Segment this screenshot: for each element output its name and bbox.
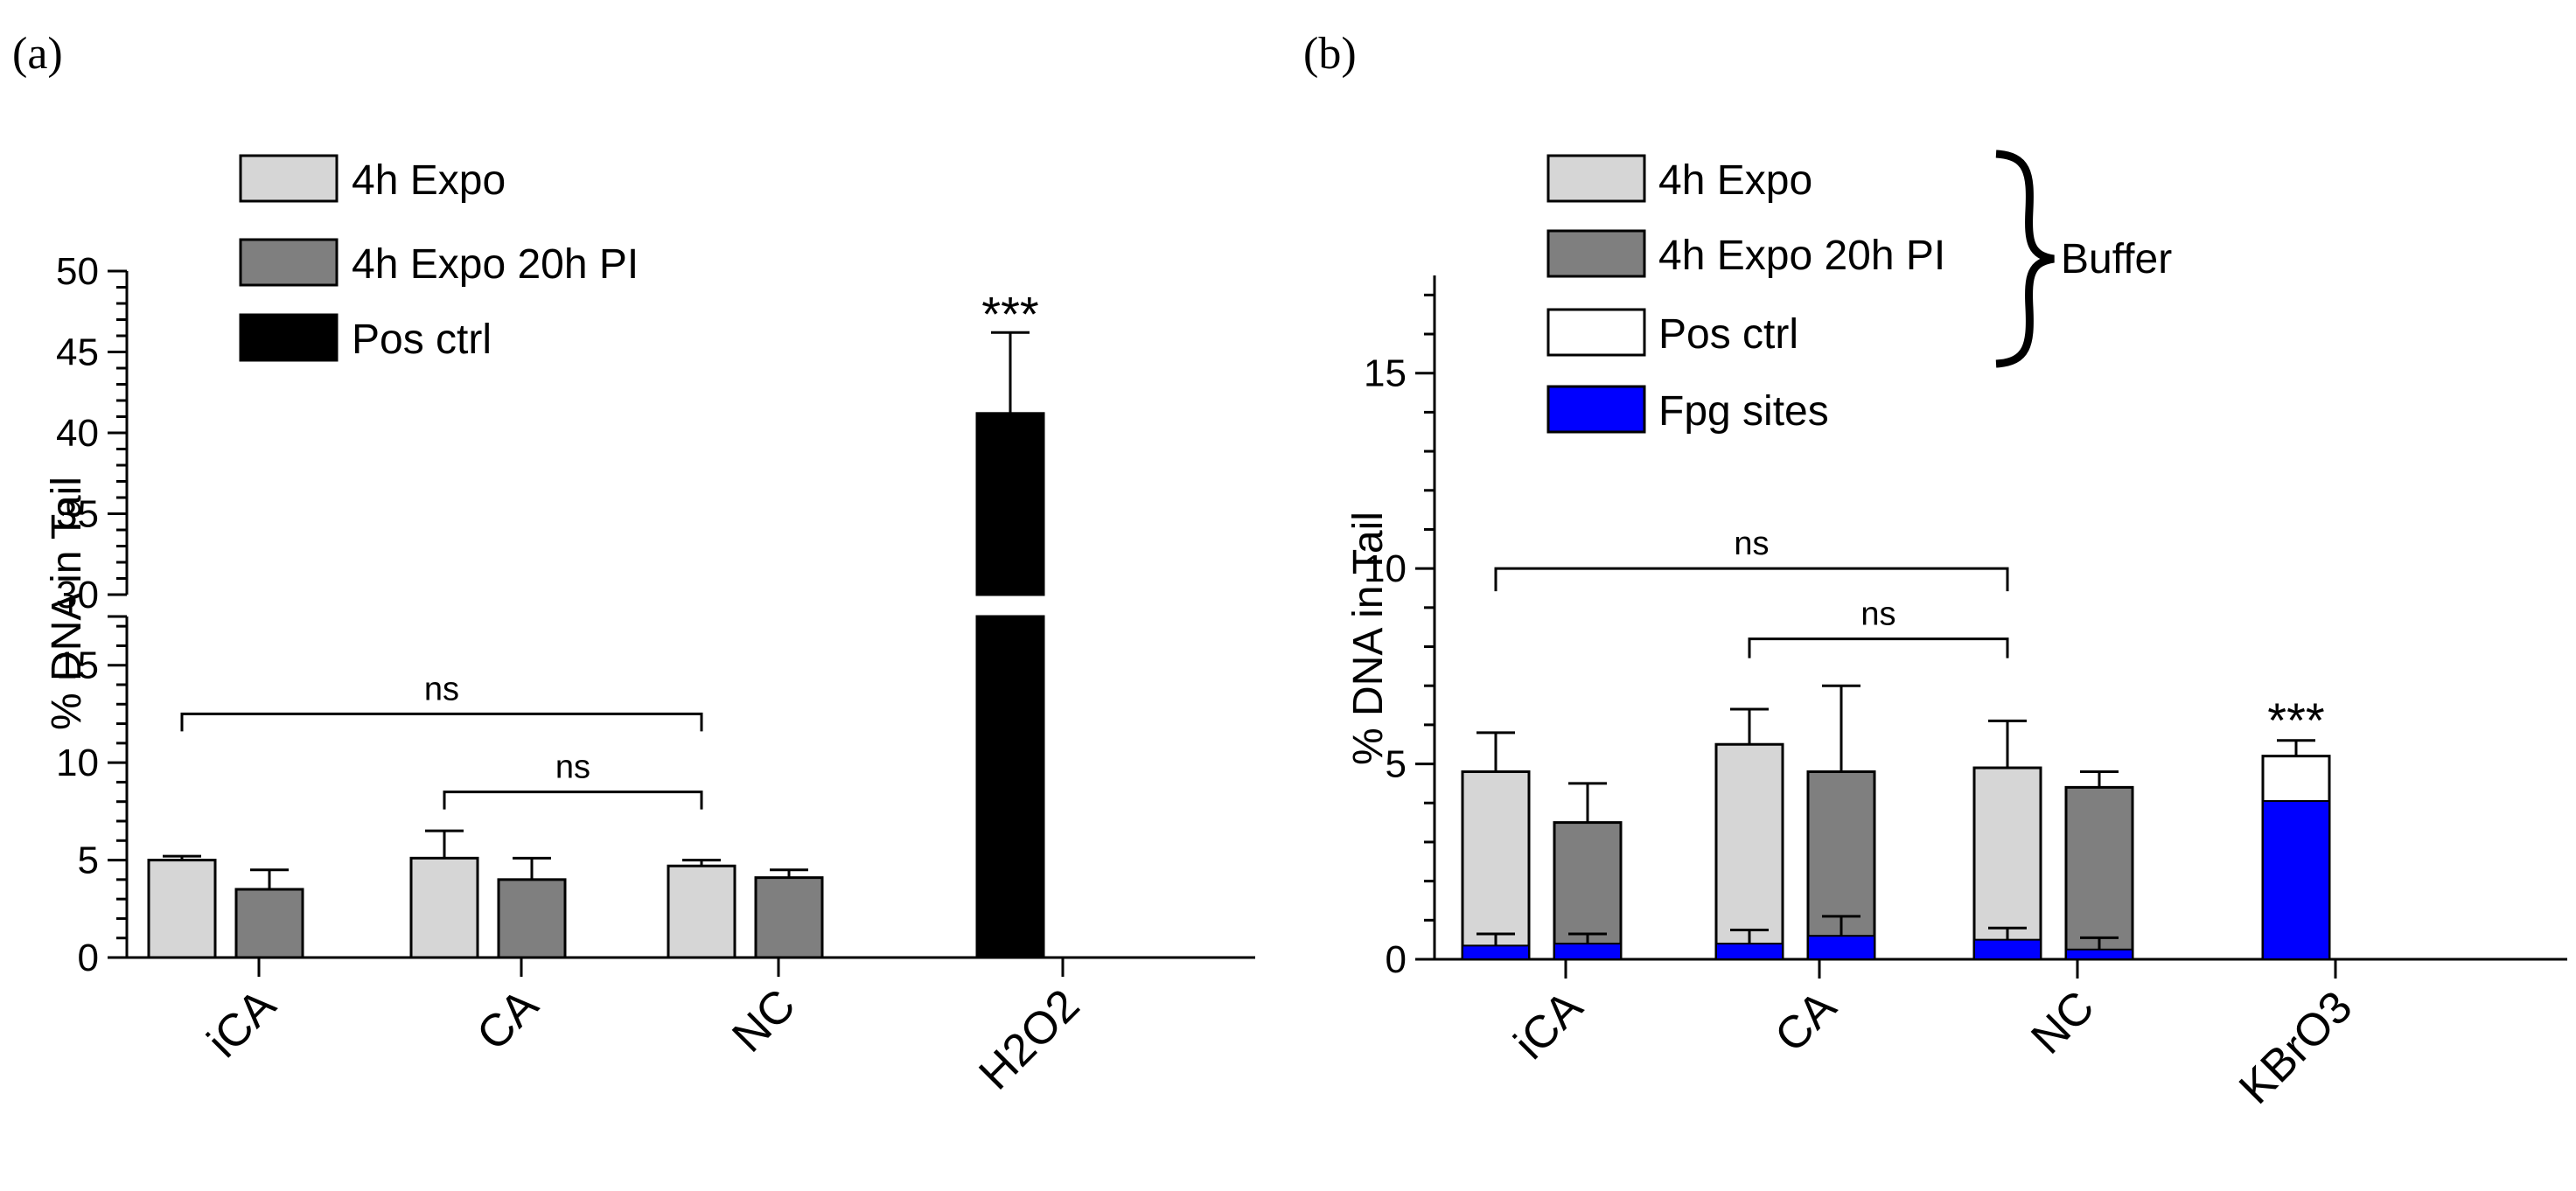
bar-fpg-sites [1715, 943, 1784, 961]
bar-expo [409, 856, 479, 959]
x-category-label: iCA [1504, 981, 1592, 1069]
bar-expo [147, 859, 217, 959]
legend-label-expo: 4h Expo [1658, 157, 1812, 204]
legend-swatch-expo-pi [239, 238, 339, 287]
panel-a-label: (a) [12, 29, 63, 79]
panel-a-legend: 4h Expo 4h Expo 20h PI Pos ctrl [239, 154, 639, 363]
significance-label: ns [555, 749, 590, 786]
bar-fpg-sites-pi [1553, 943, 1622, 961]
legend-swatch-pos [1546, 308, 1646, 357]
bar-pos-ctrl-upper [975, 412, 1045, 596]
bar-pos-ctrl-lower [975, 615, 1045, 959]
y-tick-label: 0 [78, 937, 99, 979]
legend-swatch-expo [1546, 154, 1646, 203]
y-tick-label: 35 [56, 493, 99, 536]
bar-expo-pi [754, 876, 824, 959]
y-tick-label: 15 [1364, 352, 1407, 395]
legend-label-fpg: Fpg sites [1658, 388, 1829, 435]
x-category-label: H2O2 [969, 979, 1089, 1099]
significance-label: ns [424, 671, 459, 707]
x-category-label: CA [1765, 981, 1846, 1062]
x-category-label: NC [2021, 981, 2104, 1063]
x-category-label: NC [723, 979, 805, 1062]
panel-a-y-axis-title: % DNA in Tail [44, 477, 90, 730]
bar-expo [1714, 742, 1784, 961]
significance-bracket [443, 791, 703, 810]
panel-b-plot: 0 5 10 15 iCA CA NC KBrO3 *** ns ns [1364, 275, 2567, 1114]
bar-fpg-sites-pos [2262, 800, 2330, 960]
y-tick-label: 0 [1386, 938, 1407, 981]
y-tick-label: 40 [56, 412, 99, 455]
legend-label-expo: 4h Expo [352, 157, 506, 204]
panel-b-legend: 4h Expo 4h Expo 20h PI Pos ctrl Fpg site… [1546, 150, 2172, 435]
y-tick-label: 15 [56, 644, 99, 687]
y-tick-label: 10 [1364, 547, 1407, 590]
legend-swatch-expo-pi [1546, 229, 1646, 278]
x-category-label: iCA [198, 979, 285, 1067]
legend-swatch-fpg [1546, 385, 1646, 434]
panel-b-y-axis-title: % DNA in Tail [1345, 512, 1392, 765]
legend-swatch-expo [239, 154, 339, 203]
significance-label: ns [1734, 526, 1769, 562]
bar-fpg-sites-pi [1807, 935, 1875, 961]
bar-expo-pi [2064, 785, 2134, 961]
legend-label-expo-pi: 4h Expo 20h PI [1658, 233, 1945, 279]
panel-a-plot: 0 5 10 15 30 35 40 45 50 iCA CA NC H2O2 *** ns ns [56, 250, 1255, 1100]
y-tick-label: 30 [56, 574, 99, 616]
significance-stars: *** [981, 286, 1038, 341]
significance-stars: *** [2267, 693, 2324, 748]
y-tick-label: 5 [78, 839, 99, 882]
bar-expo [667, 864, 736, 959]
buffer-brace [1995, 150, 2055, 368]
legend-label-pos: Pos ctrl [352, 317, 492, 363]
legend-label-expo-pi: 4h Expo 20h PI [352, 241, 639, 288]
significance-bracket [1748, 637, 2009, 658]
bar-fpg-sites-pi [2065, 948, 2133, 961]
bar-fpg-sites [1462, 944, 1530, 960]
panel-b-label: (b) [1303, 29, 1357, 79]
bar-expo-pi [497, 878, 567, 959]
bar-expo-pi [234, 888, 304, 959]
y-tick-label: 10 [56, 742, 99, 784]
bar-fpg-sites [1973, 938, 2042, 960]
x-category-label: CA [467, 979, 548, 1060]
y-tick-label: 45 [56, 331, 99, 374]
x-category-label: KBrO3 [2230, 981, 2362, 1113]
y-tick-label: 50 [56, 250, 99, 293]
legend-label-pos: Pos ctrl [1658, 311, 1798, 358]
significance-label: ns [1860, 596, 1895, 633]
legend-swatch-pos [239, 313, 339, 362]
significance-bracket [180, 712, 703, 732]
significance-bracket [1494, 567, 2009, 592]
brace-label-buffer: Buffer [2061, 236, 2172, 282]
y-tick-label: 5 [1386, 743, 1407, 786]
bar-expo [1461, 770, 1531, 961]
